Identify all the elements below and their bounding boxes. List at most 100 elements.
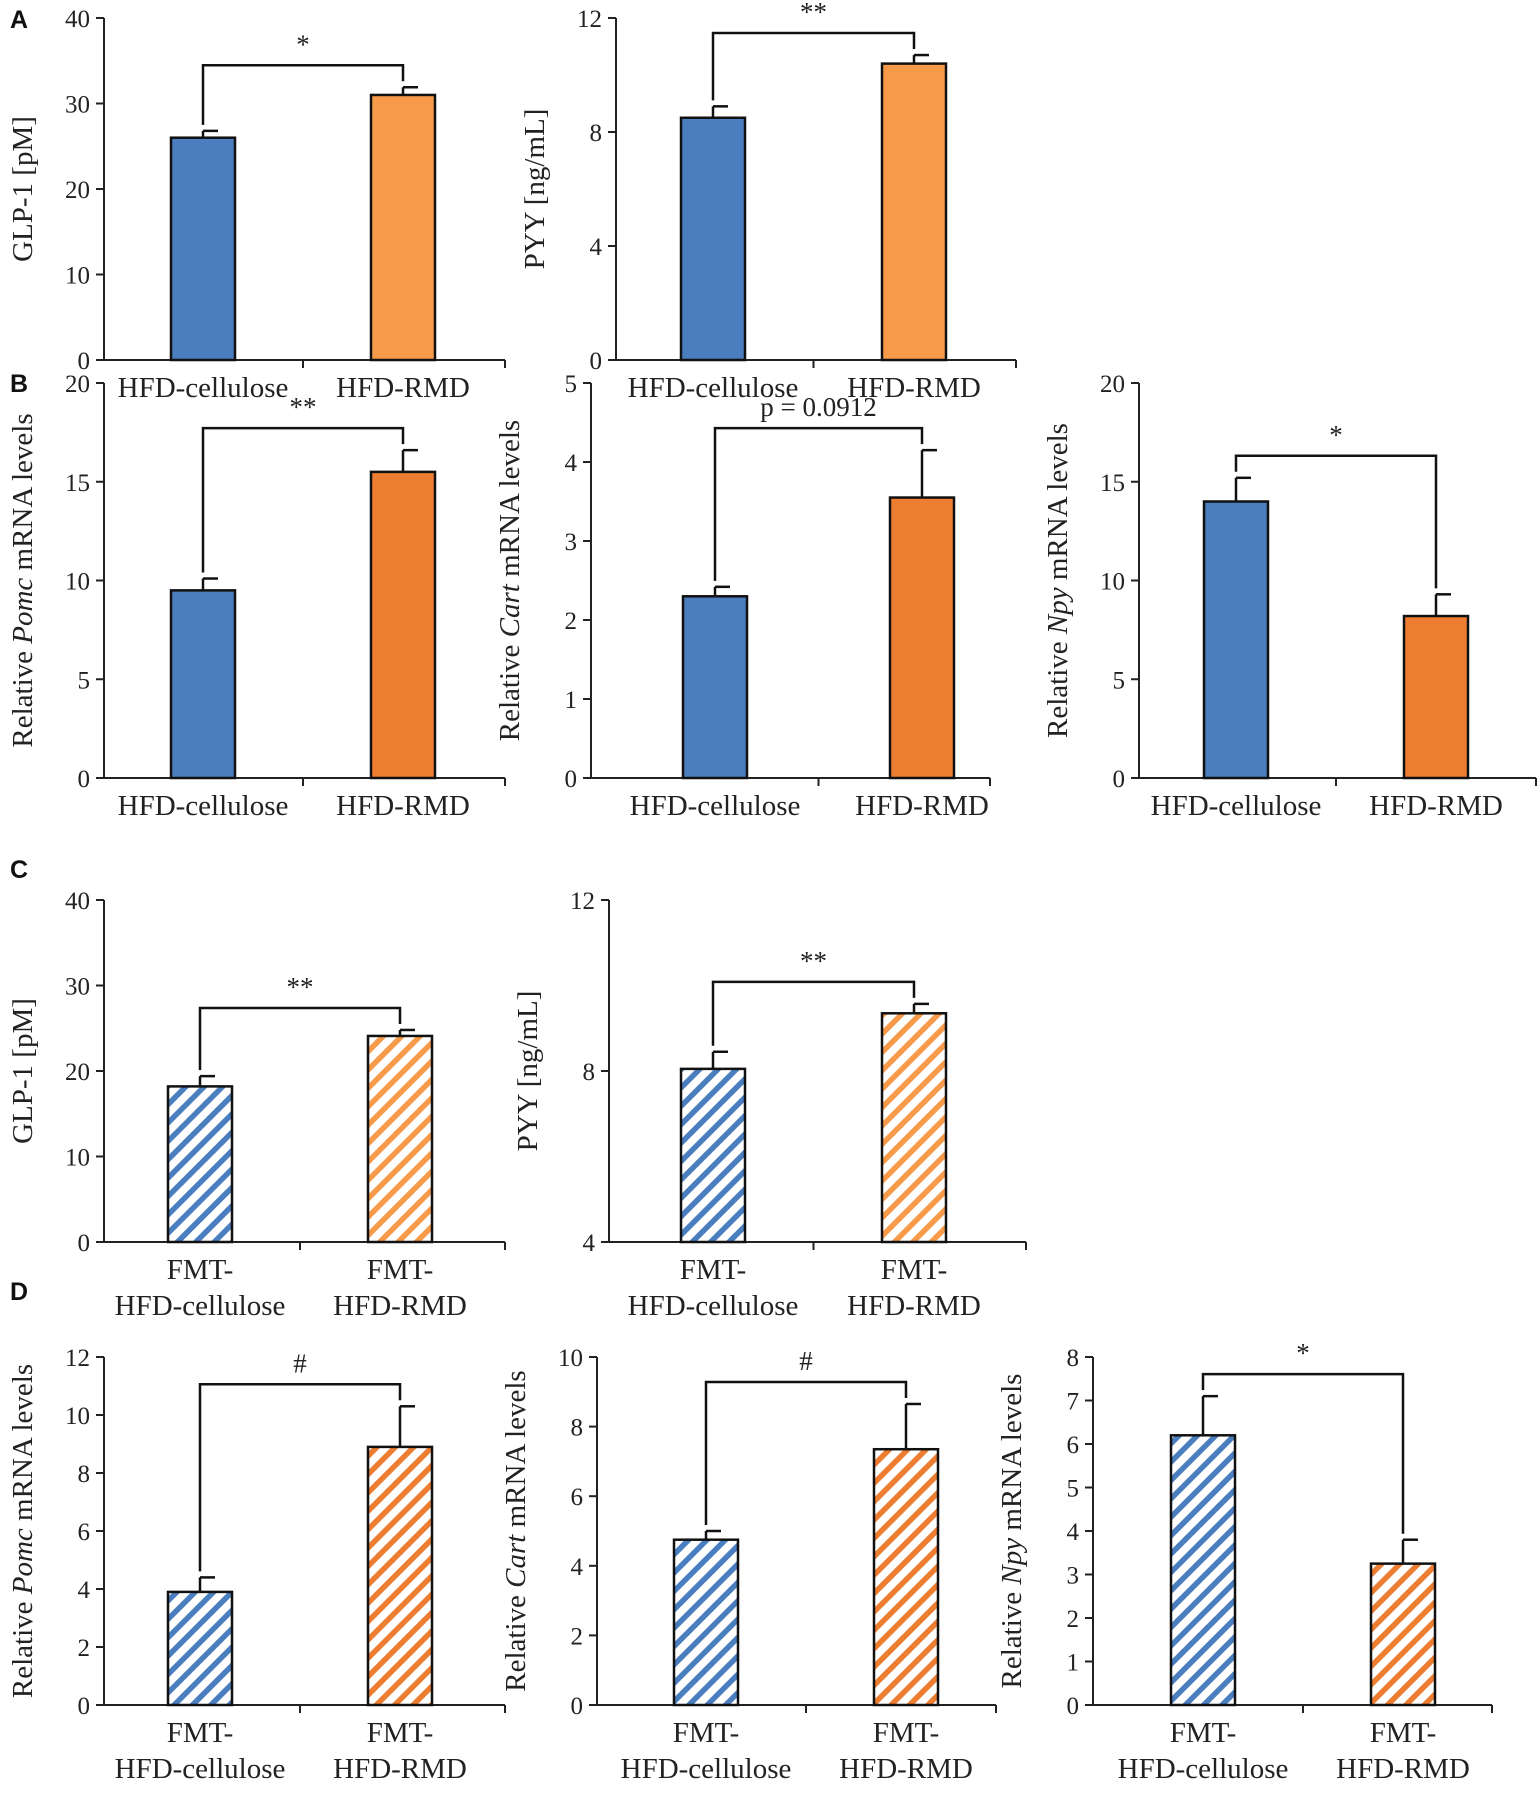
bar [369,470,437,780]
y-tick-label: 15 [1100,470,1125,497]
y-tick-label: 0 [590,348,603,375]
category-label: HFD-RMD [336,790,470,822]
category-label: HFD-cellulose [115,1753,286,1785]
y-tick-label: 20 [65,371,90,398]
panel-label-b: B [10,370,28,398]
y-tick-label: 0 [1067,1693,1080,1720]
category-label: HFD-cellulose [1151,790,1322,822]
y-tick-label: 30 [65,974,90,1001]
y-tick-label: 20 [1100,371,1125,398]
y-tick-label: 2 [565,608,578,635]
significance-label: ** [800,0,827,27]
y-tick-label: 10 [65,1145,90,1172]
y-tick-label: 20 [65,1059,90,1086]
bar [169,589,237,780]
y-axis-label-part: GLP-1 [pM] [7,116,39,262]
y-tick-label: 1 [565,687,578,714]
y-axis-label: Relative Npy mRNA levels [1042,423,1074,738]
significance-label: # [799,1346,813,1376]
chart-5: 0 5 10 15 20 Relative Npy mRNA levels HFD-cell… [1042,371,1537,822]
y-tick-label: 8 [1067,1345,1080,1372]
y-tick-label: 4 [590,234,603,261]
y-tick-label: 8 [590,120,603,147]
category-label: HFD-cellulose [628,372,799,404]
y-axis-label-part: Npy [1042,587,1074,635]
y-tick-label: 4 [78,1577,91,1604]
category-label: HFD-RMD [333,1290,467,1322]
y-tick-label: 0 [78,348,91,375]
chart-9: 0 2 4 6 8 10 Relative Cart mRNA levels FMT- HFD-… [500,1345,997,1785]
panel-label-c: C [10,856,28,884]
significance-bracket [1201,1372,1405,1534]
category-label: HFD-RMD [1369,790,1503,822]
category-label: HFD-cellulose [630,790,801,822]
y-axis-label-part: Relative [7,1594,39,1698]
chart-6: 0 10 20 30 40 GLP-1 [pM] FMT- HFD-cellulose FMT-… [7,888,506,1322]
y-axis-label: Relative Pomc mRNA levels [7,1364,39,1698]
y-tick-label: 0 [78,1230,91,1257]
chart-7: 4 8 12 PYY [ng/mL] FMT- HFD-cellulose FMT- HFD-… [512,888,1027,1322]
y-tick-label: 0 [571,1693,584,1720]
bar [679,116,747,362]
y-tick-label: 2 [1067,1606,1080,1633]
category-label: HFD-RMD [336,372,470,404]
bar [880,62,948,362]
significance-bracket [201,64,405,125]
y-tick-label: 10 [1100,569,1125,596]
panel-label-a: A [10,6,28,34]
y-axis-label-part: GLP-1 [pM] [7,998,39,1144]
panel-label-d: D [10,1278,28,1306]
category-label: HFD-RMD [839,1753,973,1785]
y-axis-label-part: mRNA levels [494,420,526,584]
significance-bracket [711,31,916,101]
y-tick-label: 7 [1067,1389,1080,1416]
y-axis-label-part: Relative [7,644,39,748]
y-tick-label: 40 [65,6,90,33]
y-axis-label-part: PYY [ng/mL] [519,109,551,270]
y-axis-label: PYY [ng/mL] [519,109,551,270]
y-tick-label: 3 [1067,1563,1080,1590]
y-axis-label-part: Npy [996,1538,1028,1586]
y-tick-label: 15 [65,470,90,497]
y-tick-label: 12 [65,1345,90,1372]
category-label: FMT- [367,1717,434,1749]
y-tick-label: 8 [583,1059,596,1086]
category-label: HFD-RMD [1336,1753,1470,1785]
bar [888,496,956,780]
y-axis-label-part: mRNA levels [7,1364,39,1528]
y-axis-label: GLP-1 [pM] [7,998,39,1144]
y-tick-label: 0 [78,766,91,793]
y-axis-label-part: Pomc [7,578,39,645]
y-tick-label: 5 [565,371,578,398]
bar [672,1538,740,1707]
y-tick-label: 6 [1067,1432,1080,1459]
category-label: HFD-cellulose [621,1753,792,1785]
bar [366,1445,434,1707]
bar [681,595,749,780]
category-label: FMT- [881,1254,948,1286]
bar [1402,614,1470,780]
y-axis-label-part: Cart [494,583,526,637]
y-axis-label: GLP-1 [pM] [7,116,39,262]
significance-bracket [198,1006,402,1071]
significance-label: ** [800,946,827,976]
significance-bracket [198,1383,402,1572]
y-tick-label: 10 [65,569,90,596]
category-label: FMT- [680,1254,747,1286]
y-tick-label: 4 [1067,1519,1080,1546]
significance-bracket [704,1380,908,1525]
category-label: HFD-cellulose [118,790,289,822]
bar [166,1590,234,1707]
y-tick-label: 2 [78,1635,91,1662]
category-label: HFD-cellulose [1118,1753,1289,1785]
chart-4: 0 1 2 3 4 5 Relative Cart mRNA levels HFD-cellu… [494,371,991,822]
bar [1169,1434,1237,1707]
y-axis-label: Relative Cart mRNA levels [494,420,526,741]
y-tick-label: 8 [78,1461,91,1488]
y-axis-label-part: Relative [494,637,526,741]
chart-2: 0 4 8 12 PYY [ng/mL] HFD-cellulose HFD-RMD ** [519,0,1017,404]
y-tick-label: 0 [78,1693,91,1720]
category-label: FMT- [1370,1717,1437,1749]
y-axis-label-part: Relative [1042,634,1074,738]
